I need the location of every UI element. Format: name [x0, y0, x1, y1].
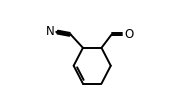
Text: N: N — [46, 25, 55, 38]
Text: O: O — [124, 28, 133, 41]
